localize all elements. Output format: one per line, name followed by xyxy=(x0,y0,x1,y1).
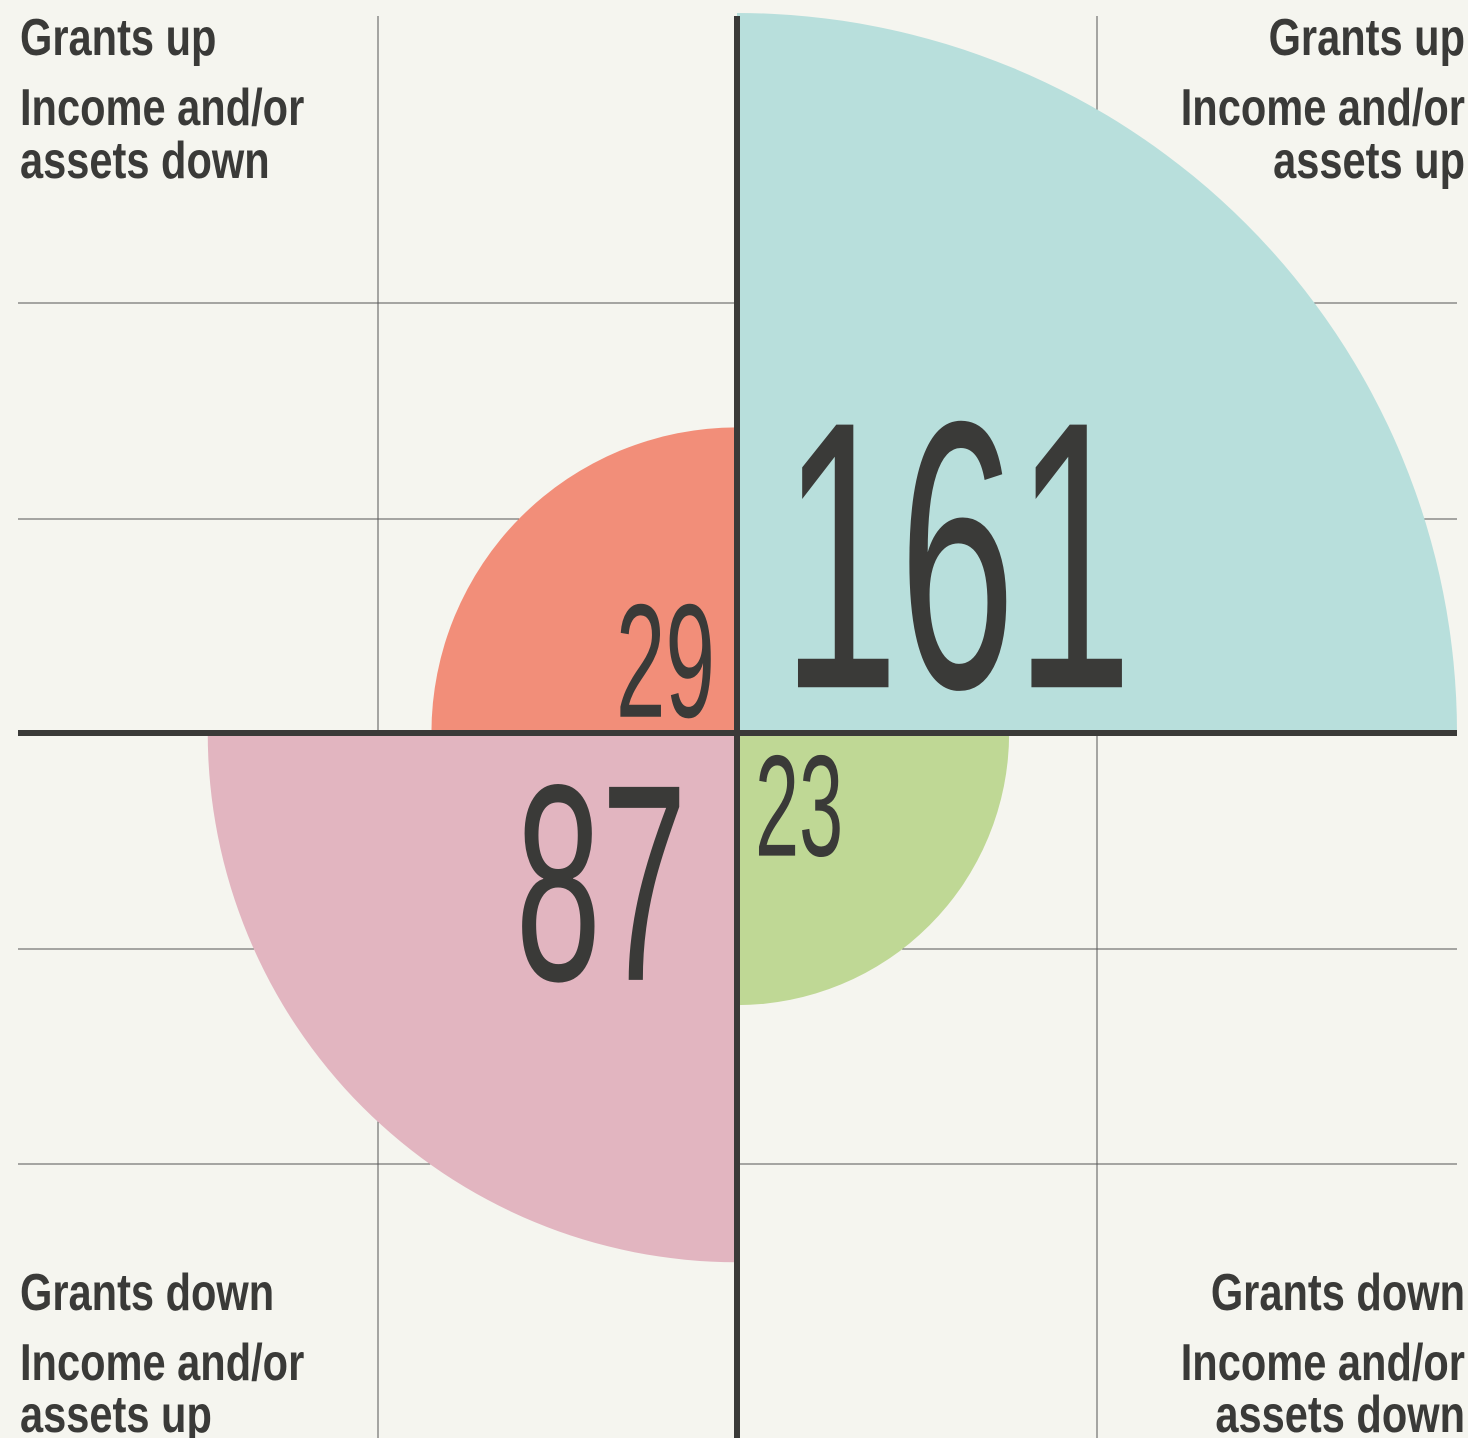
quadrant-label: assets up xyxy=(1273,131,1465,190)
wedge xyxy=(431,427,737,733)
wedge xyxy=(737,733,1010,1006)
quadrant-label: assets down xyxy=(20,131,270,190)
value-label: 29 xyxy=(616,571,715,752)
wedge xyxy=(207,733,738,1263)
value-label: 161 xyxy=(782,343,1132,769)
quadrant-label: Income and/or xyxy=(1181,1333,1465,1392)
quadrant-label: assets down xyxy=(1215,1385,1465,1438)
value-label: 87 xyxy=(515,726,687,1040)
wedge xyxy=(737,13,1457,733)
quadrant-title: Grants up xyxy=(20,8,216,67)
quadrant-label: Income and/or xyxy=(20,78,304,137)
quadrant-label: Income and/or xyxy=(1181,78,1465,137)
wedges xyxy=(207,13,1457,1263)
value-label: 23 xyxy=(755,725,843,886)
quadrant-title: Grants down xyxy=(1211,1263,1465,1322)
quadrant-title: Grants down xyxy=(20,1263,274,1322)
quadrant-title: Grants up xyxy=(1269,8,1465,67)
quadrant-label: Income and/or xyxy=(20,1333,304,1392)
quadrant-label: assets up xyxy=(20,1385,212,1438)
